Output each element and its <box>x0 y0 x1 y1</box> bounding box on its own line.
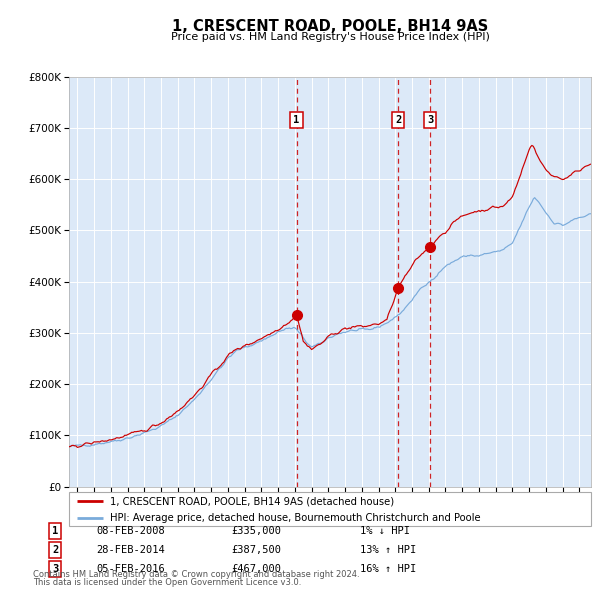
Text: 1, CRESCENT ROAD, POOLE, BH14 9AS: 1, CRESCENT ROAD, POOLE, BH14 9AS <box>172 19 488 34</box>
Text: 05-FEB-2016: 05-FEB-2016 <box>96 564 165 573</box>
FancyBboxPatch shape <box>69 492 591 526</box>
Text: 3: 3 <box>427 115 433 125</box>
Text: 13% ↑ HPI: 13% ↑ HPI <box>360 545 416 555</box>
Text: Contains HM Land Registry data © Crown copyright and database right 2024.: Contains HM Land Registry data © Crown c… <box>33 571 359 579</box>
Text: 3: 3 <box>52 564 58 573</box>
Text: 1% ↓ HPI: 1% ↓ HPI <box>360 526 410 536</box>
Text: 16% ↑ HPI: 16% ↑ HPI <box>360 564 416 573</box>
Text: 2: 2 <box>52 545 58 555</box>
Text: 1, CRESCENT ROAD, POOLE, BH14 9AS (detached house): 1, CRESCENT ROAD, POOLE, BH14 9AS (detac… <box>110 496 394 506</box>
Text: 08-FEB-2008: 08-FEB-2008 <box>96 526 165 536</box>
Text: HPI: Average price, detached house, Bournemouth Christchurch and Poole: HPI: Average price, detached house, Bour… <box>110 513 481 523</box>
Text: This data is licensed under the Open Government Licence v3.0.: This data is licensed under the Open Gov… <box>33 578 301 587</box>
Text: £387,500: £387,500 <box>231 545 281 555</box>
Text: £467,000: £467,000 <box>231 564 281 573</box>
Text: Price paid vs. HM Land Registry's House Price Index (HPI): Price paid vs. HM Land Registry's House … <box>170 32 490 42</box>
Text: 28-FEB-2014: 28-FEB-2014 <box>96 545 165 555</box>
Text: £335,000: £335,000 <box>231 526 281 536</box>
Text: 2: 2 <box>395 115 401 125</box>
Text: 1: 1 <box>293 115 299 125</box>
Text: 1: 1 <box>52 526 58 536</box>
